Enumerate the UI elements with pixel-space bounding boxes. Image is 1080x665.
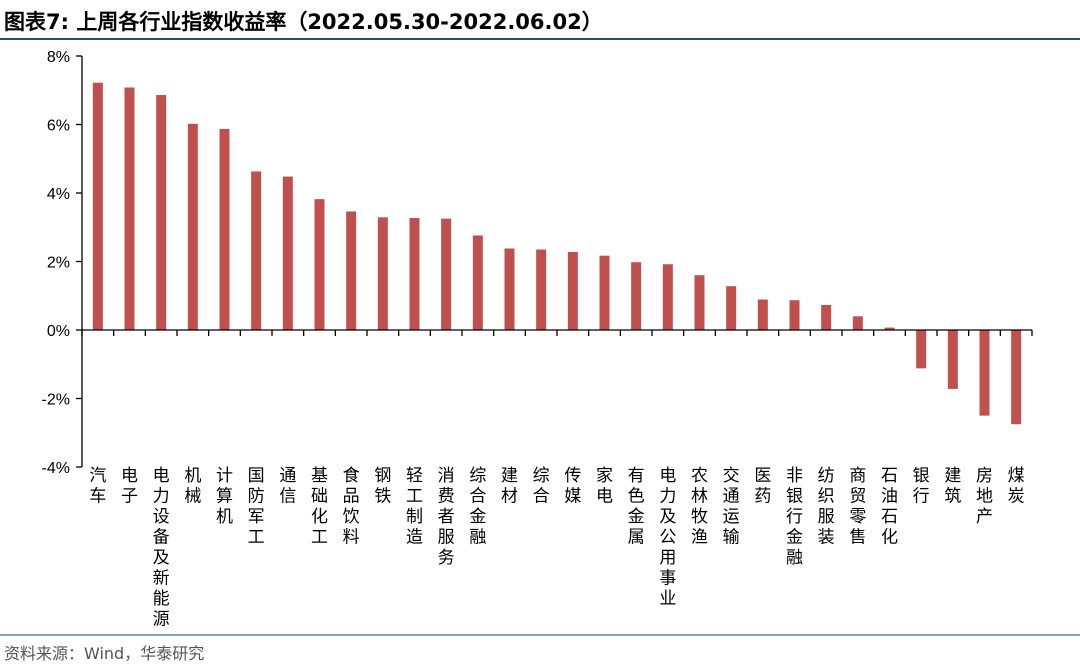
x-tick-label: 电子 [121, 466, 138, 507]
bar [156, 95, 167, 330]
bar [346, 211, 357, 330]
y-tick-label: 6% [47, 118, 70, 135]
header-divider [0, 38, 1080, 40]
x-tick-label: 家电 [596, 466, 613, 507]
bar [726, 286, 737, 330]
bar [409, 218, 420, 330]
chart-header-title: 图表7: 上周各行业指数收益率（2022.05.30-2022.06.02） [4, 10, 603, 34]
x-tick-label: 消费者服务 [438, 466, 455, 568]
bar [536, 249, 547, 330]
bar [472, 235, 483, 330]
bar [662, 264, 673, 330]
chart-header: 图表7: 上周各行业指数收益率（2022.05.30-2022.06.02） [0, 0, 1080, 38]
y-tick-label: 0% [47, 323, 70, 340]
bar [1011, 330, 1022, 425]
x-tick-label: 综合 [533, 466, 550, 507]
x-tick-label: 计算机 [216, 466, 233, 527]
bar [852, 316, 863, 330]
x-tick-label: 电力设备及新能源 [153, 466, 170, 630]
x-tick-label: 机械 [184, 466, 201, 507]
bar-chart: -4% -2% 0% 2% 4% 6% 8% 汽车电子电力设备及新能源机械计算机国防军工通信… [42, 49, 1033, 630]
bar [947, 330, 958, 389]
x-tick-label: 传媒 [564, 466, 581, 507]
bar [979, 330, 990, 416]
x-axis [81, 329, 1033, 336]
x-tick-label: 电力及公用事业 [659, 466, 676, 609]
x-tick-label: 农林牧渔 [691, 466, 708, 548]
x-tick-label: 交通运输 [723, 466, 740, 548]
x-tick-label: 房地产 [976, 466, 993, 527]
x-tick-label: 综合金融 [469, 466, 486, 548]
x-tick-label: 基础化工 [311, 466, 328, 548]
bar [251, 171, 262, 330]
footer-divider [0, 634, 1080, 636]
bar [187, 123, 198, 330]
bar [567, 251, 578, 330]
x-tick-label: 建筑 [944, 466, 961, 507]
x-tick-label: 建材 [501, 466, 518, 507]
bar [124, 87, 135, 330]
y-tick-label: -4% [42, 460, 70, 477]
bars [92, 82, 1022, 425]
y-tick-label: -2% [42, 392, 70, 409]
x-tick-label: 石油石化 [881, 466, 898, 548]
x-axis-labels: 汽车电子电力设备及新能源机械计算机国防军工通信基础化工食品饮料钢铁轻工制造消费者… [89, 466, 1024, 630]
x-tick-label: 食品饮料 [343, 466, 360, 548]
x-tick-label: 医药 [754, 466, 771, 507]
bar [916, 330, 927, 369]
bar [821, 304, 832, 330]
bar [694, 275, 705, 330]
x-tick-label: 银行 [913, 466, 930, 507]
x-tick-label: 有色金属 [628, 466, 645, 548]
y-axis: -4% -2% 0% 2% 4% 6% 8% [42, 49, 83, 477]
bar [314, 199, 325, 330]
bar [219, 128, 230, 330]
bar [599, 255, 610, 330]
y-tick-label: 2% [47, 255, 70, 272]
y-tick-label: 8% [47, 49, 70, 66]
x-tick-label: 通信 [279, 466, 296, 507]
x-tick-label: 非银行金融 [786, 466, 803, 568]
bar [884, 327, 895, 330]
bar [631, 262, 642, 330]
x-tick-label: 国防军工 [248, 466, 265, 548]
bar [282, 176, 293, 330]
bar [504, 248, 515, 330]
y-tick-label: 4% [47, 186, 70, 203]
x-tick-label: 商贸零售 [849, 466, 866, 548]
x-tick-label: 纺织服装 [818, 466, 835, 548]
x-tick-label: 煤炭 [1008, 466, 1025, 507]
bar [377, 217, 388, 330]
bar [757, 299, 768, 330]
x-tick-label: 钢铁 [374, 466, 391, 507]
bar [789, 300, 800, 330]
x-tick-label: 轻工制造 [406, 466, 423, 548]
bar [92, 82, 103, 330]
x-tick-label: 汽车 [89, 466, 106, 507]
source-note: 资料来源：Wind，华泰研究 [4, 644, 205, 663]
bar [441, 218, 452, 330]
